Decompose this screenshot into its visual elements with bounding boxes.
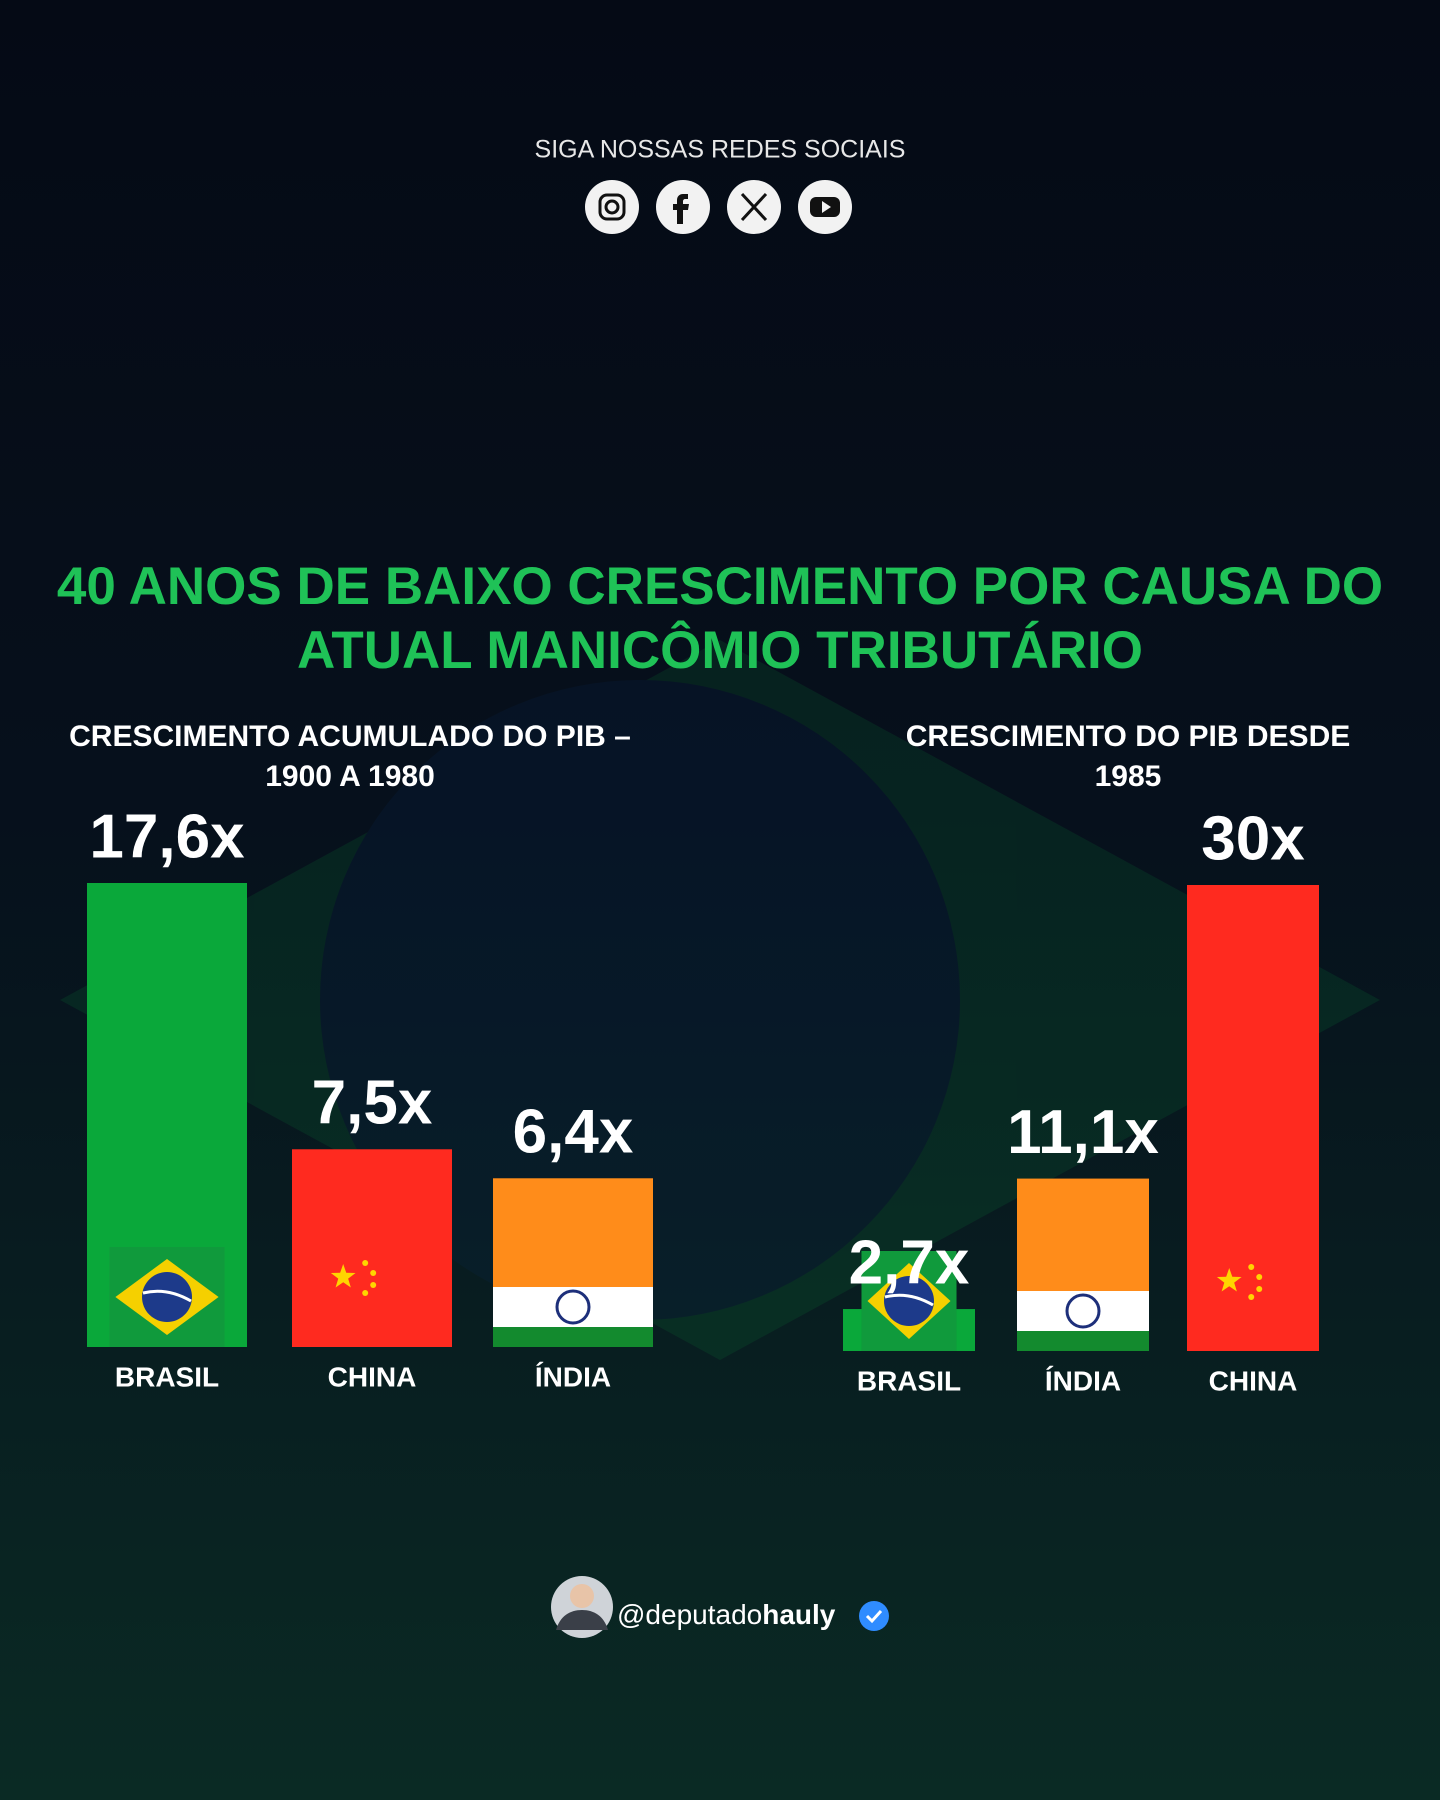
flag	[555, 1289, 591, 1325]
flag	[1256, 1286, 1263, 1292]
flag	[493, 1327, 653, 1347]
flag	[1017, 1291, 1149, 1331]
social-text: SIGA NOSSAS REDES SOCIAIS	[535, 136, 906, 164]
chart-subtitle: CRESCIMENTO ACUMULADO DO PIB –	[69, 720, 631, 753]
title: ATUAL MANICÔMIO TRIBUTÁRIO	[297, 619, 1143, 680]
value-label: 6,4x	[513, 1098, 634, 1167]
flag	[1248, 1264, 1255, 1270]
flag	[362, 1290, 369, 1296]
flag	[370, 1282, 377, 1288]
bar	[1187, 885, 1319, 1351]
bar	[292, 1149, 452, 1347]
facebook-glyph	[673, 194, 689, 224]
category-label: BRASIL	[115, 1361, 219, 1392]
avatar-face	[570, 1584, 594, 1608]
flag	[142, 1272, 192, 1322]
verified-badge	[859, 1601, 889, 1631]
instagram-glyph	[598, 193, 626, 221]
x-glyph	[740, 192, 768, 222]
category-label: BRASIL	[857, 1365, 961, 1396]
avatar-body	[556, 1610, 608, 1630]
verified-check	[865, 1609, 883, 1624]
value-label: 7,5x	[312, 1069, 433, 1138]
handle: @deputadohauly	[617, 1599, 836, 1630]
chart-subtitle: 1900 A 1980	[265, 760, 435, 793]
title: 40 ANOS DE BAIXO CRESCIMENTO POR CAUSA D…	[57, 557, 1383, 616]
flag	[330, 1264, 356, 1288]
handle-prefix: @deputado	[617, 1599, 762, 1630]
youtube-glyph	[822, 201, 831, 213]
value-label: 2,7x	[849, 1228, 970, 1297]
flag	[493, 1287, 653, 1327]
flag	[362, 1260, 369, 1266]
flag	[142, 1289, 192, 1303]
flag	[1248, 1294, 1255, 1300]
handle-name: hauly	[762, 1599, 836, 1630]
social-icons	[585, 180, 852, 234]
chart-subtitle: CRESCIMENTO DO PIB DESDE	[906, 720, 1351, 753]
value-label: 30x	[1201, 804, 1305, 873]
footer: @deputadohauly	[551, 1576, 889, 1638]
instagram-icon[interactable]	[585, 180, 639, 234]
flag	[1065, 1293, 1101, 1329]
flag	[884, 1276, 934, 1326]
flag	[884, 1293, 934, 1307]
chart-subtitle: 1985	[1095, 760, 1162, 793]
instagram-glyph	[604, 199, 620, 215]
flag	[370, 1270, 377, 1276]
category-label: ÍNDIA	[535, 1361, 611, 1392]
value-label: 11,1x	[1007, 1098, 1159, 1167]
flag	[1256, 1274, 1263, 1280]
flag	[1017, 1331, 1149, 1351]
flag	[1216, 1268, 1242, 1292]
category-label: ÍNDIA	[1045, 1365, 1121, 1396]
category-label: CHINA	[328, 1361, 417, 1392]
value-label: 17,6x	[89, 802, 245, 871]
category-label: CHINA	[1209, 1365, 1298, 1396]
